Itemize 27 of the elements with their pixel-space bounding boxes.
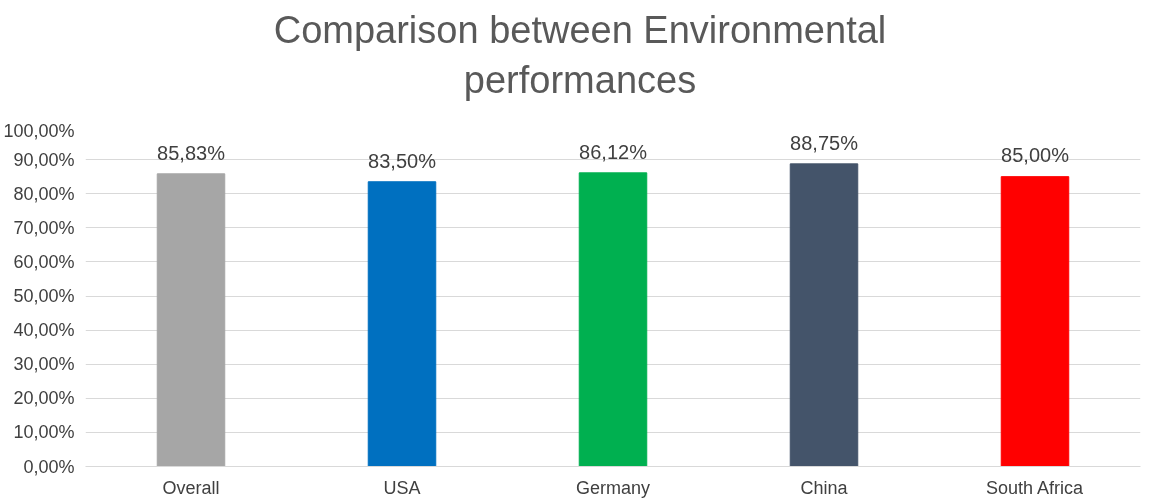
x-tick-label: South Africa <box>985 477 1085 498</box>
y-tick-label: 90,00% <box>13 149 75 170</box>
y-tick-label: 60,00% <box>13 251 75 272</box>
x-tick-label: USA <box>383 477 421 498</box>
x-tick-label: China <box>800 477 849 498</box>
bar <box>367 181 437 467</box>
data-label: 83,50% <box>368 149 437 172</box>
y-tick-label: 80,00% <box>13 183 75 204</box>
y-tick-label: 50,00% <box>13 286 75 306</box>
y-tick-label: 40,00% <box>13 320 75 341</box>
x-tick-label: Overall <box>162 477 220 498</box>
y-tick-label: 10,00% <box>13 422 75 443</box>
x-tick-label: Germany <box>575 477 651 498</box>
y-tick-label: 70,00% <box>13 217 75 238</box>
data-label: 86,12% <box>579 140 648 163</box>
y-tick-label: 20,00% <box>13 388 75 409</box>
bar <box>789 163 859 467</box>
data-label: 88,75% <box>790 131 859 154</box>
y-tick-label: 30,00% <box>13 354 75 375</box>
y-tick-label: 100,00% <box>3 120 75 141</box>
y-tick-label: 0,00% <box>23 456 75 477</box>
data-label: 85,00% <box>1001 144 1070 167</box>
bar <box>578 172 648 467</box>
chart-title: Comparison between Environmental performances <box>272 8 888 103</box>
bar <box>1000 176 1070 467</box>
data-label: 85,83% <box>157 141 226 164</box>
bar <box>156 173 226 467</box>
